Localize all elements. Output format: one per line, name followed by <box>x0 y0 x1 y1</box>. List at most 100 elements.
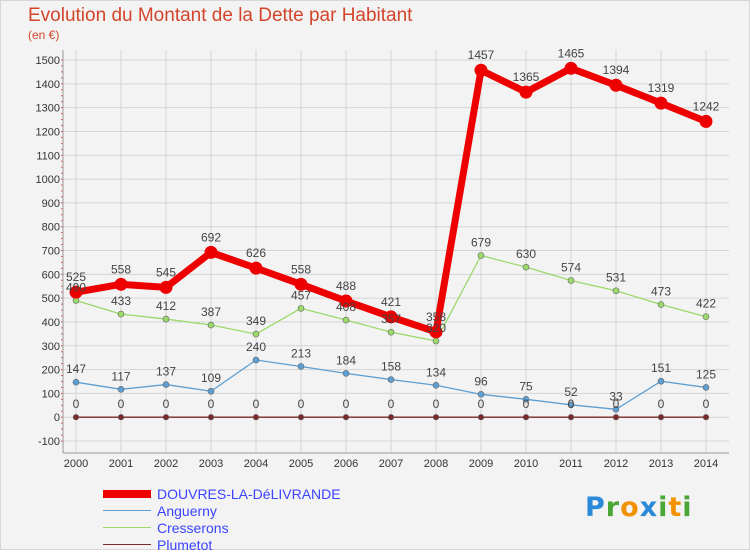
data-point-douvres <box>699 114 713 128</box>
data-point-plumetot <box>432 414 440 421</box>
x-tick-label: 2000 <box>64 458 88 470</box>
data-label-cresserons: 349 <box>246 314 266 328</box>
data-label-cresserons: 357 <box>381 312 401 326</box>
y-tick-label: 300 <box>42 341 60 353</box>
y-tick-label: 1200 <box>36 126 60 138</box>
data-point-cresserons <box>657 301 665 308</box>
x-tick-label: 2005 <box>289 458 313 470</box>
y-tick-label: 900 <box>42 198 60 210</box>
data-point-douvres <box>249 261 263 275</box>
data-point-cresserons <box>702 313 710 320</box>
data-point-plumetot <box>567 414 575 421</box>
data-label-cresserons: 433 <box>111 294 131 308</box>
data-label-plumetot: 0 <box>388 397 395 411</box>
data-label-cresserons: 473 <box>651 285 671 299</box>
data-label-anguerny: 158 <box>381 360 401 374</box>
data-point-douvres <box>339 294 353 308</box>
data-label-anguerny: 75 <box>519 379 533 393</box>
data-point-cresserons <box>342 316 350 324</box>
data-label-plumetot: 0 <box>613 397 620 411</box>
x-tick-label: 2014 <box>694 458 718 470</box>
data-point-anguerny <box>207 387 215 395</box>
data-point-douvres <box>429 325 443 339</box>
chart-title: Evolution du Montant de la Dette par Hab… <box>28 5 413 26</box>
data-label-plumetot: 0 <box>73 397 80 411</box>
data-point-plumetot <box>252 414 260 421</box>
chart-legend: DOUVRES-LA-DéLIVRANDE Anguerny Cresserons P… <box>103 485 341 553</box>
data-label-plumetot: 0 <box>433 397 440 411</box>
y-tick-label: 800 <box>42 222 60 234</box>
x-tick-label: 2008 <box>424 458 448 470</box>
data-label-anguerny: 184 <box>336 353 356 367</box>
x-tick-label: 2006 <box>334 458 358 470</box>
x-tick-label: 2004 <box>244 458 268 470</box>
legend-label: Cresserons <box>157 519 229 536</box>
x-tick-label: 2013 <box>649 458 673 470</box>
data-point-anguerny <box>702 384 710 391</box>
data-label-anguerny: 109 <box>201 371 221 385</box>
data-point-douvres <box>564 61 578 75</box>
data-label-anguerny: 151 <box>651 361 671 375</box>
y-tick-label: 1500 <box>36 55 60 67</box>
data-point-cresserons <box>252 330 260 338</box>
data-label-plumetot: 0 <box>163 397 170 411</box>
x-tick-label: 2009 <box>469 458 493 470</box>
data-label-plumetot: 0 <box>343 397 350 411</box>
chart-subtitle: (en €) <box>28 28 60 42</box>
data-label-plumetot: 0 <box>208 397 215 411</box>
x-tick-label: 2007 <box>379 458 403 470</box>
legend-item-anguerny: Anguerny <box>103 502 341 519</box>
data-point-anguerny <box>342 370 350 377</box>
legend-item-cresserons: Cresserons <box>103 519 341 536</box>
y-tick-label: 500 <box>42 293 60 305</box>
data-label-plumetot: 0 <box>478 397 485 411</box>
data-label-anguerny: 52 <box>564 385 578 399</box>
data-label-plumetot: 0 <box>703 397 710 411</box>
data-label-plumetot: 0 <box>298 397 305 411</box>
data-point-cresserons <box>162 315 170 323</box>
data-point-plumetot <box>117 414 125 421</box>
x-tick-label: 2010 <box>514 458 538 470</box>
data-label-cresserons: 408 <box>336 300 356 314</box>
data-label-douvres: 1365 <box>513 70 540 84</box>
data-point-cresserons <box>612 287 620 295</box>
data-point-cresserons <box>477 252 485 259</box>
data-label-plumetot: 0 <box>523 397 530 411</box>
data-label-anguerny: 125 <box>696 367 716 381</box>
data-point-douvres <box>159 280 173 294</box>
data-point-anguerny <box>657 377 665 385</box>
plot-area <box>63 50 729 453</box>
y-tick-label: 1100 <box>36 150 60 162</box>
data-label-douvres: 1242 <box>693 99 720 113</box>
data-label-douvres: 358 <box>426 310 446 324</box>
data-point-anguerny <box>567 401 575 409</box>
y-tick-label: 600 <box>42 269 60 281</box>
data-label-douvres: 421 <box>381 295 401 309</box>
data-point-cresserons <box>387 328 395 336</box>
data-label-anguerny: 134 <box>426 365 446 379</box>
y-tick-label: -100 <box>38 436 60 448</box>
data-point-anguerny <box>162 381 170 388</box>
x-tick-label: 2001 <box>109 458 133 470</box>
data-label-anguerny: 147 <box>66 362 86 376</box>
data-point-douvres <box>474 63 488 77</box>
x-tick-label: 2012 <box>604 458 628 470</box>
data-label-cresserons: 490 <box>66 281 86 295</box>
data-point-douvres <box>69 285 83 299</box>
data-label-douvres: 558 <box>291 262 311 276</box>
data-point-plumetot <box>477 414 485 421</box>
data-point-cresserons <box>297 305 305 312</box>
data-point-anguerny <box>117 386 125 393</box>
data-label-cresserons: 679 <box>471 236 491 250</box>
data-label-plumetot: 0 <box>568 397 575 411</box>
data-point-douvres <box>609 78 623 92</box>
data-label-cresserons: 630 <box>516 247 536 261</box>
y-tick-label: 700 <box>42 246 60 258</box>
data-point-cresserons <box>522 263 530 271</box>
y-tick-label: 1300 <box>36 103 60 115</box>
y-tick-label: 1000 <box>36 174 60 186</box>
proxiti-logo: Proxiti <box>585 492 693 523</box>
data-point-plumetot <box>657 414 665 421</box>
